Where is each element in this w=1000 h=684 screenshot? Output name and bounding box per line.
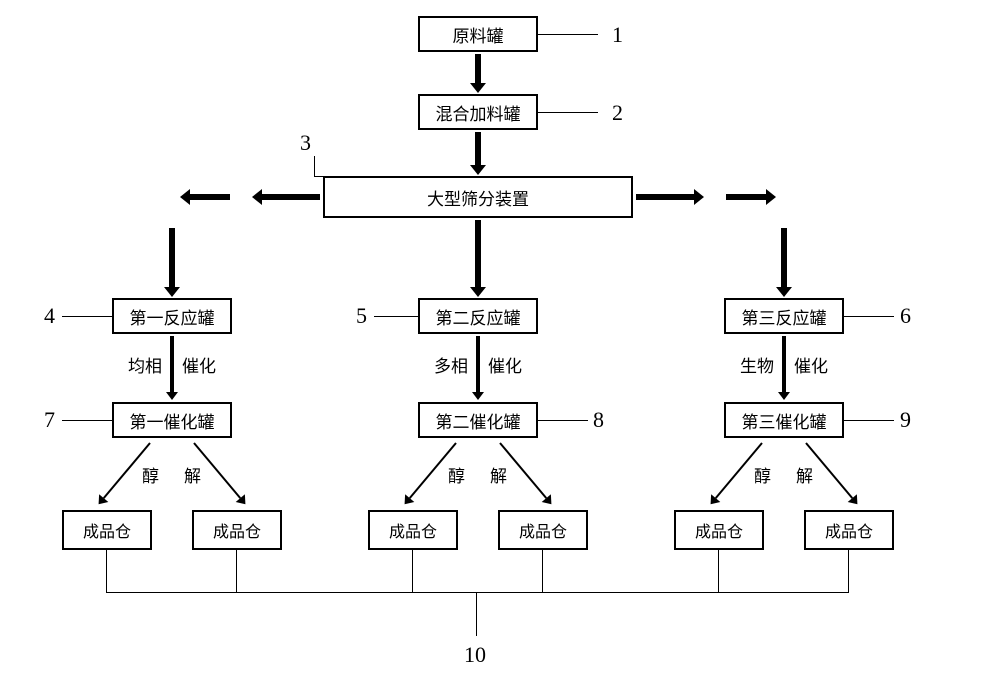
connector-9: [844, 420, 894, 421]
connector-4: [62, 316, 112, 317]
node-product-4: 成品仓: [498, 510, 588, 550]
bus-v5: [718, 550, 719, 592]
num-label-6: 6: [900, 303, 911, 329]
node-label: 第一催化罐: [130, 408, 215, 433]
node-product-1: 成品仓: [62, 510, 152, 550]
node-cat-1: 第一催化罐: [112, 402, 232, 438]
arrow-2-3: [475, 132, 481, 166]
node-label: 第三催化罐: [742, 408, 827, 433]
alc-label-3: 醇 解: [754, 462, 817, 487]
node-cat-3: 第三催化罐: [724, 402, 844, 438]
node-label: 成品仓: [519, 518, 567, 542]
arrow-left-down: [169, 228, 175, 288]
num-label-4: 4: [44, 303, 55, 329]
alc-label-1: 醇 解: [142, 462, 205, 487]
node-label: 混合加料罐: [436, 100, 521, 125]
arrow-3-5: [475, 220, 481, 288]
num-label-5: 5: [356, 303, 367, 329]
edge-label-2r: 催化: [488, 352, 522, 377]
node-label: 第一反应罐: [130, 304, 215, 329]
arrow-right-down: [781, 228, 787, 288]
num-label-7: 7: [44, 407, 55, 433]
arrow-4-7: [170, 336, 174, 392]
node-screen: 大型筛分装置: [323, 176, 633, 218]
node-react-3: 第三反应罐: [724, 298, 844, 334]
node-label: 大型筛分装置: [427, 185, 529, 210]
num-label-9: 9: [900, 407, 911, 433]
edge-label-3l: 生物: [740, 352, 774, 377]
node-label: 成品仓: [389, 518, 437, 542]
node-product-3: 成品仓: [368, 510, 458, 550]
edge-label-1r: 催化: [182, 352, 216, 377]
node-label: 第二催化罐: [436, 408, 521, 433]
edge-label-2l: 多相: [434, 352, 468, 377]
arrow-3-right-1: [636, 194, 694, 200]
node-react-1: 第一反应罐: [112, 298, 232, 334]
num-label-8: 8: [593, 407, 604, 433]
node-label: 成品仓: [213, 518, 261, 542]
bus-h: [106, 592, 849, 593]
node-product-6: 成品仓: [804, 510, 894, 550]
node-label: 第二反应罐: [436, 304, 521, 329]
node-label: 成品仓: [83, 518, 131, 542]
node-react-2: 第二反应罐: [418, 298, 538, 334]
arrow-1-2: [475, 54, 481, 84]
connector-2: [538, 112, 598, 113]
node-mix-tank: 混合加料罐: [418, 94, 538, 130]
connector-7: [62, 420, 112, 421]
bus-v2: [236, 550, 237, 592]
arrow-5-8: [476, 336, 480, 392]
connector-5: [374, 316, 418, 317]
bus-v6: [848, 550, 849, 592]
num-label-1: 1: [612, 22, 623, 48]
connector-1: [538, 34, 598, 35]
bus-v1: [106, 550, 107, 592]
num-label-2: 2: [612, 100, 623, 126]
arrow-3-left-1: [262, 194, 320, 200]
bus-v4: [542, 550, 543, 592]
alc-label-2: 醇 解: [448, 462, 511, 487]
node-cat-2: 第二催化罐: [418, 402, 538, 438]
connector-6: [844, 316, 894, 317]
edge-label-1l: 均相: [128, 352, 162, 377]
num-label-3: 3: [300, 130, 311, 156]
connector-3: [314, 156, 315, 176]
arrow-6-9: [782, 336, 786, 392]
node-product-5: 成品仓: [674, 510, 764, 550]
edge-label-3r: 催化: [794, 352, 828, 377]
bus-v3: [412, 550, 413, 592]
node-label: 第三反应罐: [742, 304, 827, 329]
arrow-3-right-2: [726, 194, 766, 200]
connector-8: [538, 420, 588, 421]
connector-3b: [314, 176, 324, 177]
bus-v-main: [476, 592, 477, 636]
node-label: 成品仓: [825, 518, 873, 542]
arrow-3-left-2: [190, 194, 230, 200]
node-raw-tank: 原料罐: [418, 16, 538, 52]
node-label: 成品仓: [695, 518, 743, 542]
node-product-2: 成品仓: [192, 510, 282, 550]
num-label-10: 10: [464, 642, 486, 668]
node-label: 原料罐: [453, 22, 504, 47]
